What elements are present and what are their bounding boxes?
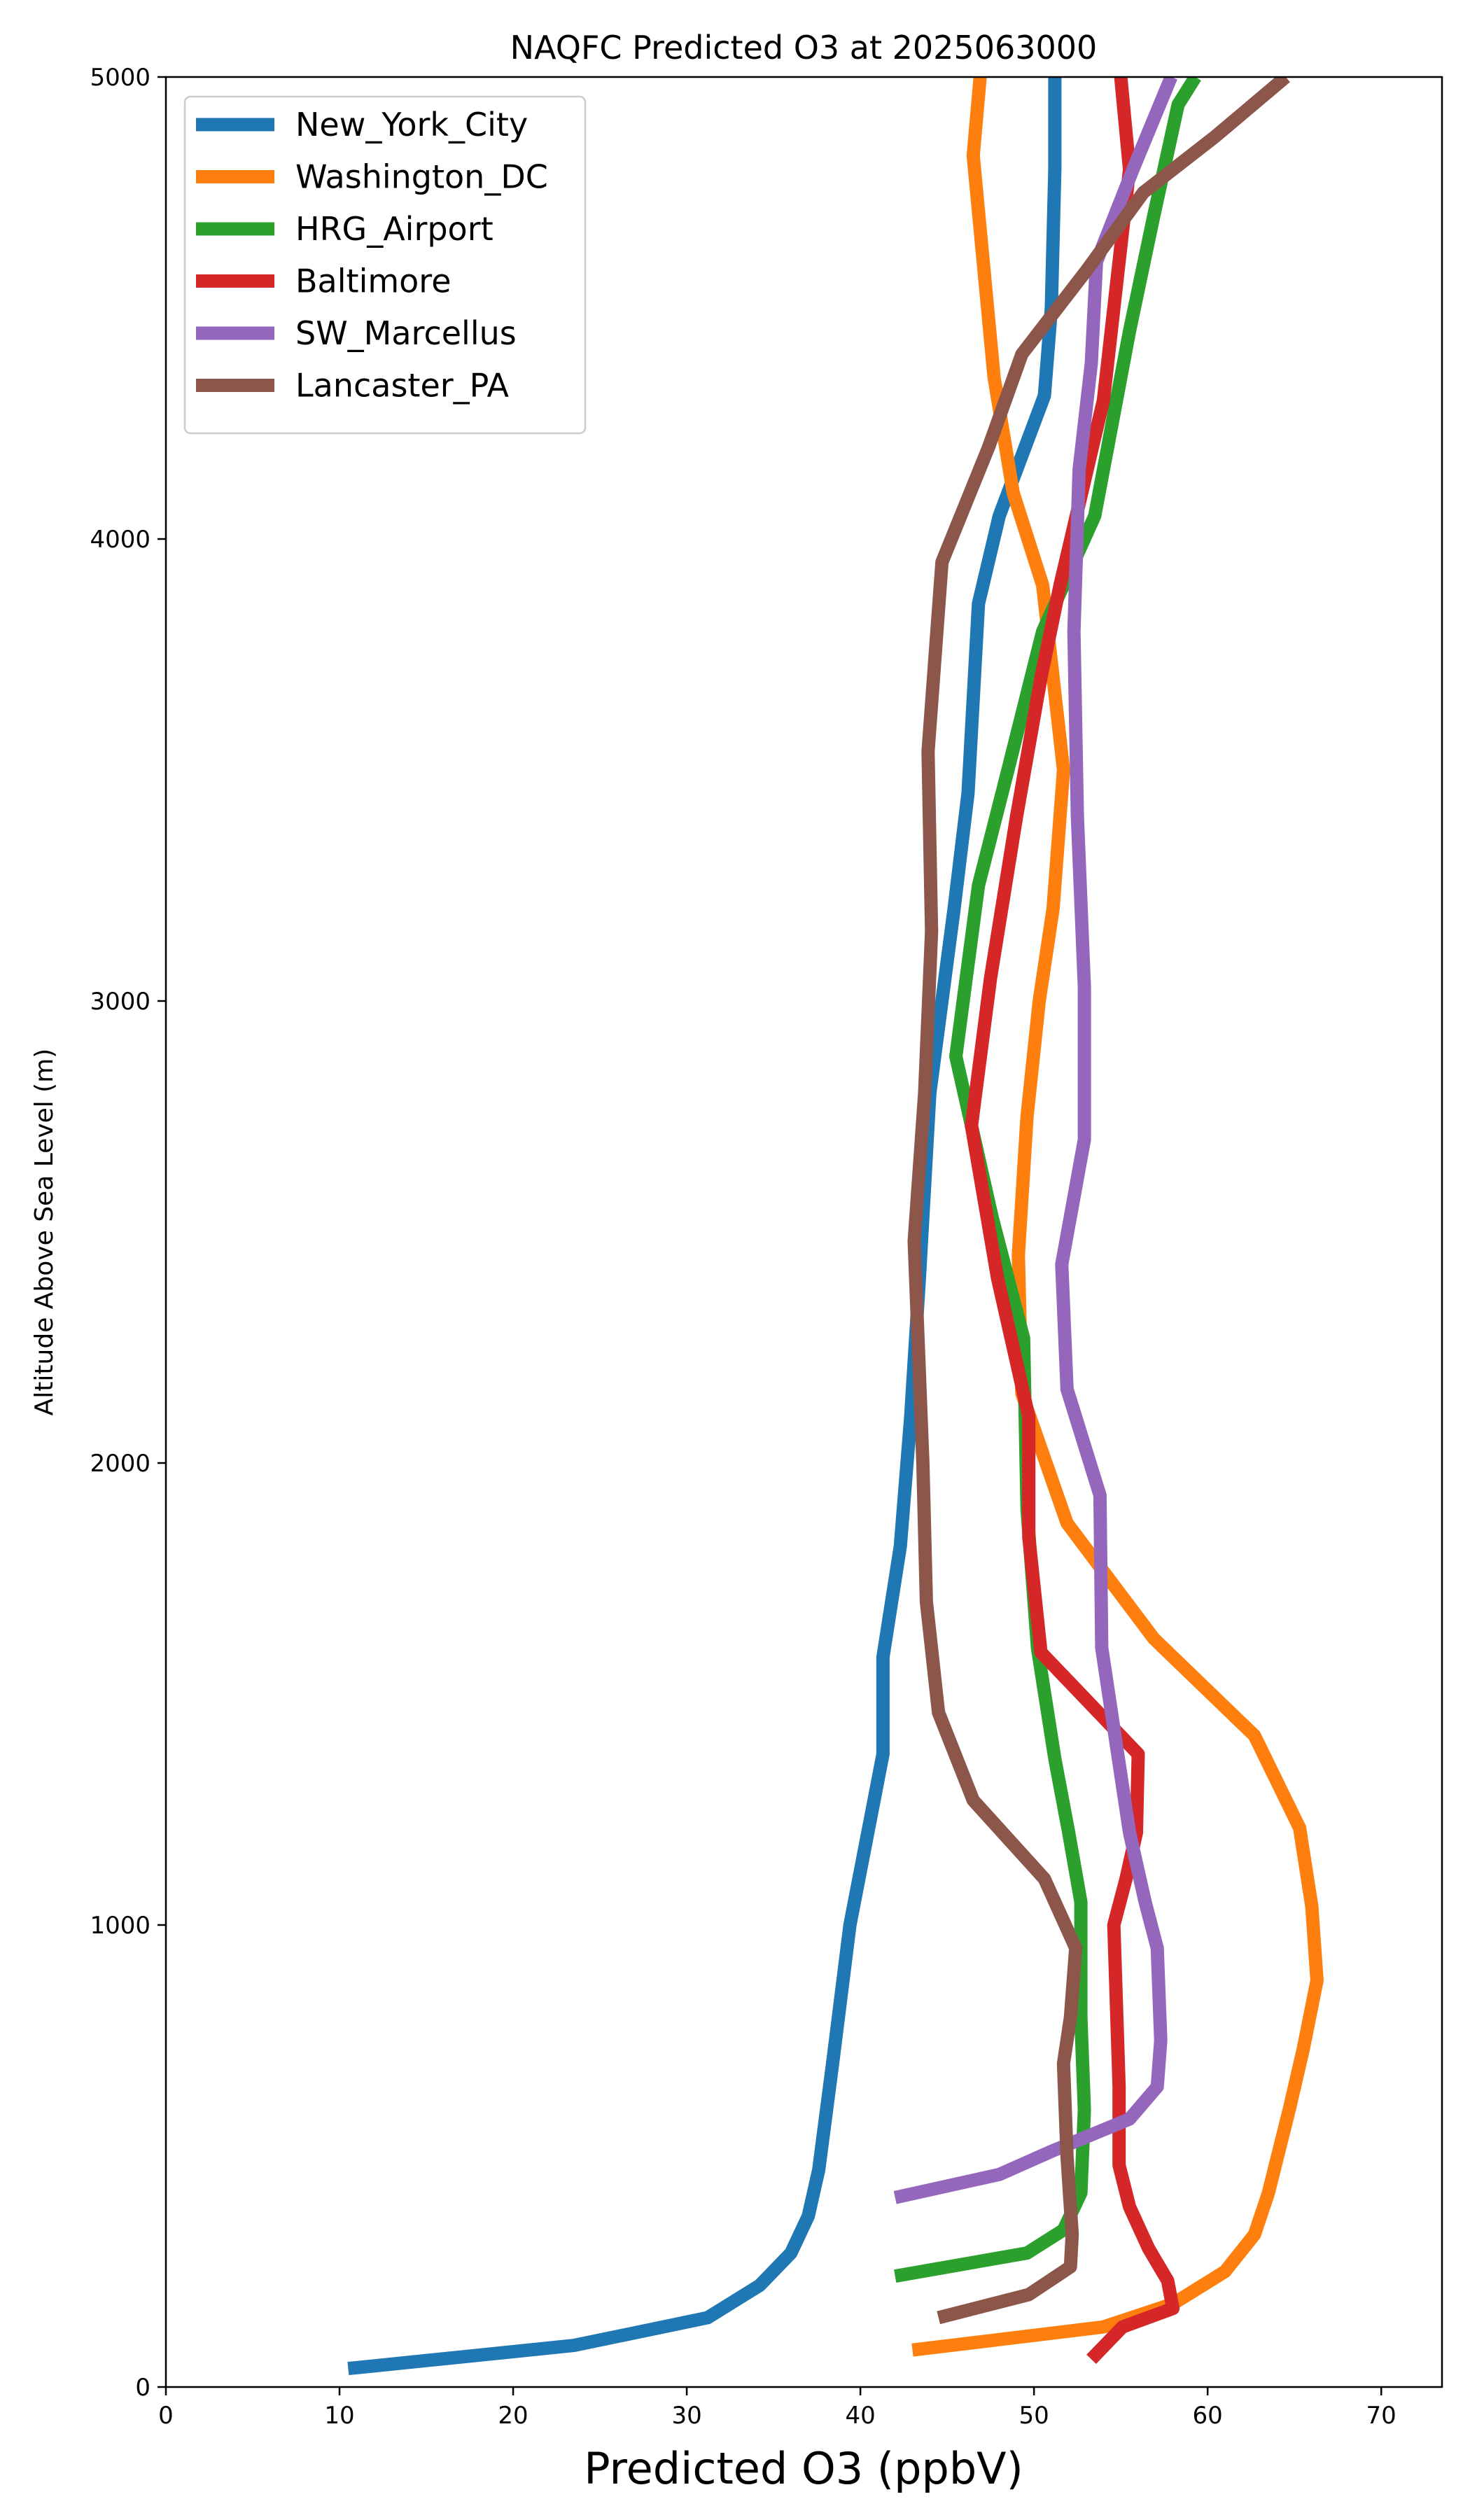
- x-tick-label: 0: [158, 2402, 174, 2430]
- chart-title: NAQFC Predicted O3 at 2025063000: [510, 29, 1098, 66]
- x-axis: 0 10 20 30 40 50 60 70: [158, 2387, 1396, 2430]
- y-tick-label: 0: [135, 2374, 150, 2402]
- y-tick-label: 2000: [90, 1450, 150, 1478]
- legend-label: Lancaster_PA: [295, 367, 509, 405]
- plot-background: [166, 77, 1442, 2387]
- series-line-Washington_DC: [911, 77, 1324, 2357]
- x-tick-label: 70: [1366, 2402, 1396, 2430]
- legend-label: New_York_City: [295, 106, 528, 144]
- plot-frame: [164, 76, 1443, 2388]
- y-tick-label: 1000: [90, 1912, 150, 1940]
- x-axis-label: Predicted O3 (ppbV): [584, 2443, 1023, 2494]
- x-tick-label: 20: [498, 2402, 528, 2430]
- y-tick-label: 3000: [90, 988, 150, 1016]
- x-tick-label: 40: [845, 2402, 875, 2430]
- series-line-Lancaster_PA: [907, 77, 1290, 2325]
- x-tick-label: 50: [1019, 2402, 1049, 2430]
- series-line-Baltimore: [965, 77, 1180, 2364]
- y-axis-label: Altitude Above Sea Level (m): [30, 1049, 59, 1416]
- legend-box: [183, 95, 587, 435]
- legend-label: Baltimore: [295, 262, 451, 300]
- y-axis: 0 1000 2000 3000 4000 5000: [90, 64, 166, 2402]
- legend-label: SW_Marcellus: [295, 314, 517, 352]
- x-tick-label: 30: [671, 2402, 701, 2430]
- series-line-SW_Marcellus: [893, 77, 1177, 2204]
- legend-label: Washington_DC: [295, 158, 548, 196]
- y-tick-label: 4000: [90, 526, 150, 554]
- y-tick-label: 5000: [90, 64, 150, 92]
- x-tick-label: 60: [1193, 2402, 1223, 2430]
- legend-label: HRG_Airport: [295, 210, 493, 248]
- legend: New_York_City Washington_DC HRG_Airport Bal…: [183, 95, 587, 435]
- x-tick-label: 10: [324, 2402, 354, 2430]
- series-lines: [347, 77, 1324, 2376]
